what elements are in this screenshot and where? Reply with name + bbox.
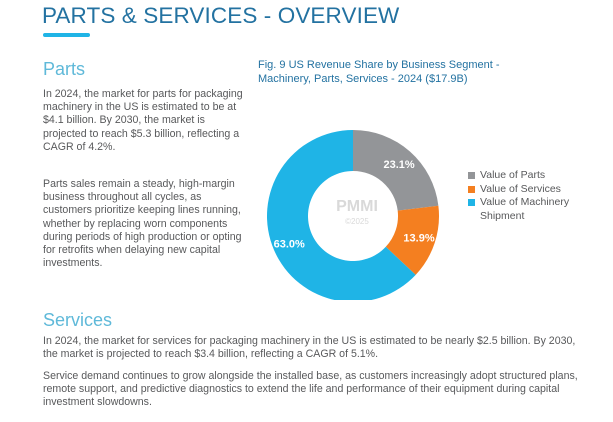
title-underline [43,33,90,37]
donut-chart: 23.1% 13.9% 63.0% PMMI ©2025 [267,130,439,300]
legend-label-services: Value of Services [480,182,561,195]
services-paragraph-demand: Service demand continues to grow alongsi… [43,370,578,409]
legend-swatch-parts [468,172,475,179]
legend-label-machinery: Value of Machinery Shipment [480,196,570,222]
donut-slice-machinery [267,130,416,300]
data-label-machinery: 63.0% [274,239,305,251]
legend-item-services: Value of Services [468,183,575,197]
chart-title: Fig. 9 US Revenue Share by Business Segm… [258,59,500,85]
parts-heading: Parts [43,59,86,79]
legend-item-machinery: Value of Machinery Shipment [468,196,575,223]
watermark-brand: PMMI [336,198,378,215]
legend-label-parts: Value of Parts [480,169,546,181]
chart-legend: Value of Parts Value of Services Value o… [468,169,575,223]
legend-item-parts: Value of Parts [468,169,575,183]
parts-paragraph-sales: Parts sales remain a steady, high-margin… [43,178,242,270]
donut-slice-services [385,205,439,275]
data-label-services: 13.9% [403,233,434,245]
data-label-parts: 23.1% [384,159,415,171]
services-heading: Services [43,310,113,330]
parts-paragraph-market: In 2024, the market for parts for packag… [43,88,243,153]
legend-swatch-machinery [468,199,475,206]
watermark-copyright: ©2025 [345,217,369,226]
services-paragraph-market: In 2024, the market for services for pac… [43,335,576,361]
donut-slice-parts [353,130,439,211]
page-title: PARTS & SERVICES - OVERVIEW [42,3,400,28]
legend-swatch-services [468,185,475,193]
